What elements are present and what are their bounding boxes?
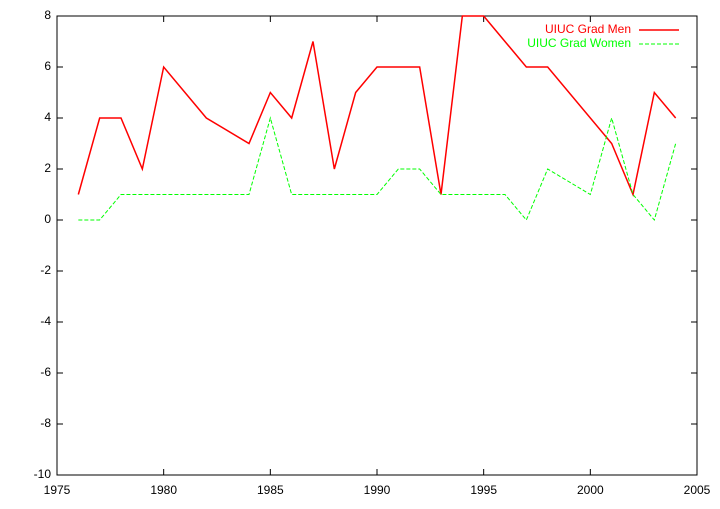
x-tick-label: 1980	[150, 483, 177, 497]
data-line	[77, 15, 677, 198]
x-tick-label: 1975	[44, 483, 71, 497]
y-tick-label: -8	[40, 416, 51, 430]
legend-label: UIUC Grad Women	[527, 36, 631, 50]
data-line	[78, 116, 677, 222]
y-tick-label: -6	[40, 365, 51, 379]
x-tick-label: 2000	[577, 483, 604, 497]
y-tick-label: -4	[40, 314, 51, 328]
plot-frame	[56, 15, 698, 476]
x-tick-label: 1995	[470, 483, 497, 497]
legend-label: UIUC Grad Men	[545, 22, 631, 36]
y-tick-label: 4	[44, 110, 51, 124]
x-tick-label: 2005	[684, 483, 711, 497]
y-tick-label: -2	[40, 263, 51, 277]
y-tick-label: 0	[44, 212, 51, 226]
y-tick-label: 2	[44, 161, 51, 175]
x-tick-label: 1985	[257, 483, 284, 497]
x-tick-label: 1990	[364, 483, 391, 497]
y-tick-label: 6	[44, 59, 51, 73]
y-tick-label: -10	[34, 467, 52, 481]
y-tick-label: 8	[44, 8, 51, 22]
